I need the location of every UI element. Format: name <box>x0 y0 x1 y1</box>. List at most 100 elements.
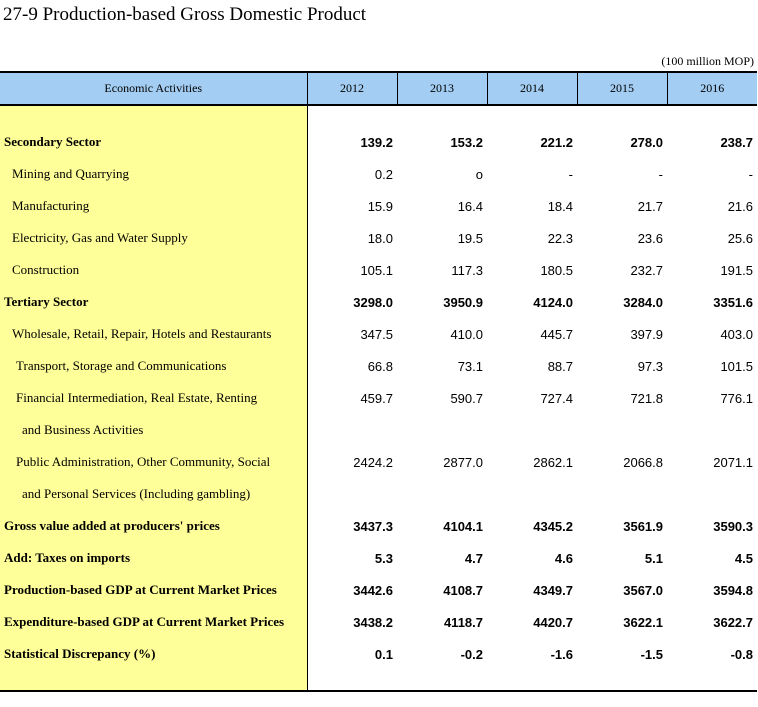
cell-2012: 18.0 <box>367 230 393 246</box>
cell-2016: - <box>748 166 753 182</box>
cell-2015: 21.7 <box>637 198 663 214</box>
cell-2016: 4.5 <box>734 550 753 566</box>
cell-2015: 23.6 <box>637 230 663 246</box>
spacer-cell <box>307 670 397 692</box>
spacer-cell <box>577 105 667 126</box>
cell-2012: 15.9 <box>367 198 393 214</box>
row-label: Electricity, Gas and Water Supply <box>0 222 308 254</box>
table-row-electricity: Electricity, Gas and Water Supply 18.0 1… <box>0 222 757 254</box>
cell-2016: 3594.8 <box>713 582 753 598</box>
cell-2015: -1.5 <box>640 646 663 662</box>
row-label: Transport, Storage and Communications <box>0 350 308 382</box>
cell-2015: - <box>658 166 663 182</box>
header-year-2016: 2016 <box>666 71 757 106</box>
spacer-cell <box>397 670 487 692</box>
cell-empty <box>307 414 397 446</box>
table-row-gross-value-added: Gross value added at producers' prices 3… <box>0 510 757 542</box>
row-label: and Personal Services (Including gamblin… <box>0 478 308 510</box>
table-row-public-admin: Public Administration, Other Community, … <box>0 446 757 478</box>
row-label: Mining and Quarrying <box>0 158 308 190</box>
cell-2014: 180.5 <box>540 262 573 278</box>
cell-empty <box>667 414 757 446</box>
gdp-table: Economic Activities 2012 2013 2014 2015 … <box>0 71 757 692</box>
spacer-cell <box>487 670 577 692</box>
row-label: Financial Intermediation, Real Estate, R… <box>0 382 308 414</box>
table-row-statistical-discrepancy: Statistical Discrepancy (%) 0.1 -0.2 -1.… <box>0 638 757 670</box>
cell-2013: 4104.1 <box>443 518 483 534</box>
cell-2014: 4349.7 <box>533 582 573 598</box>
table-row-transport: Transport, Storage and Communications 66… <box>0 350 757 382</box>
cell-2016: 238.7 <box>720 134 753 150</box>
cell-2013: 16.4 <box>457 198 483 214</box>
row-label: Secondary Sector <box>0 126 308 158</box>
table-row-secondary-sector: Secondary Sector 139.2 153.2 221.2 278.0… <box>0 126 757 158</box>
cell-empty <box>397 414 487 446</box>
cell-empty <box>667 478 757 510</box>
table-row-financial: Financial Intermediation, Real Estate, R… <box>0 382 757 414</box>
header-year-2012: 2012 <box>306 71 397 106</box>
cell-2013: 2877.0 <box>443 454 483 470</box>
spacer-cell <box>307 105 397 126</box>
row-label: Public Administration, Other Community, … <box>0 446 308 478</box>
cell-2013: o <box>475 166 483 182</box>
row-label: Production-based GDP at Current Market P… <box>0 574 308 606</box>
spacer-label-cell <box>0 105 308 126</box>
table-row-construction: Construction 105.1 117.3 180.5 232.7 191… <box>0 254 757 286</box>
row-label: Wholesale, Retail, Repair, Hotels and Re… <box>0 318 308 350</box>
table-row-financial-cont: and Business Activities <box>0 414 757 446</box>
cell-2016: 101.5 <box>720 358 753 374</box>
unit-note: (100 million MOP) <box>661 54 754 68</box>
cell-2014: 4124.0 <box>533 294 573 310</box>
cell-2016: 21.6 <box>727 198 753 214</box>
spacer-cell <box>667 105 757 126</box>
cell-2013: 153.2 <box>450 134 483 150</box>
cell-2012: 2424.2 <box>353 454 393 470</box>
spacer-label-cell <box>0 670 308 692</box>
cell-2013: 4.7 <box>464 550 483 566</box>
header-row: Economic Activities 2012 2013 2014 2015 … <box>0 71 757 106</box>
header-economic-activities: Economic Activities <box>0 71 307 106</box>
cell-2016: 3622.7 <box>713 614 753 630</box>
cell-2012: 5.3 <box>374 550 393 566</box>
cell-2015: 3284.0 <box>623 294 663 310</box>
cell-2013: 4118.7 <box>443 614 483 630</box>
cell-2013: 3950.9 <box>443 294 483 310</box>
cell-2015: 232.7 <box>630 262 663 278</box>
header-year-2013: 2013 <box>396 71 487 106</box>
page-title: 27-9 Production-based Gross Domestic Pro… <box>3 4 367 25</box>
cell-empty <box>487 414 577 446</box>
cell-2016: 403.0 <box>720 326 753 342</box>
cell-2013: 410.0 <box>450 326 483 342</box>
cell-2014: 2862.1 <box>533 454 573 470</box>
spacer-cell <box>667 670 757 692</box>
table-row-expenditure-gdp: Expenditure-based GDP at Current Market … <box>0 606 757 638</box>
row-label: Manufacturing <box>0 190 308 222</box>
cell-2012: 0.1 <box>374 646 393 662</box>
cell-2012: 347.5 <box>360 326 393 342</box>
table-row-manufacturing: Manufacturing 15.9 16.4 18.4 21.7 21.6 <box>0 190 757 222</box>
table-row-wholesale: Wholesale, Retail, Repair, Hotels and Re… <box>0 318 757 350</box>
spacer-row-bottom <box>0 670 757 692</box>
cell-2015: 3561.9 <box>623 518 663 534</box>
cell-2012: 0.2 <box>374 166 393 182</box>
cell-2012: 3437.3 <box>353 518 393 534</box>
cell-2012: 3438.2 <box>353 614 393 630</box>
table-row-taxes-on-imports: Add: Taxes on imports 5.3 4.7 4.6 5.1 4.… <box>0 542 757 574</box>
cell-2016: 776.1 <box>720 390 753 406</box>
row-label: Add: Taxes on imports <box>0 542 308 574</box>
cell-2014: 88.7 <box>547 358 573 374</box>
cell-2014: -1.6 <box>550 646 573 662</box>
cell-2014: 221.2 <box>540 134 573 150</box>
cell-2016: -0.8 <box>730 646 753 662</box>
cell-2014: 4345.2 <box>533 518 573 534</box>
cell-2015: 397.9 <box>630 326 663 342</box>
cell-2015: 3567.0 <box>623 582 663 598</box>
cell-2015: 278.0 <box>630 134 663 150</box>
spacer-cell <box>397 105 487 126</box>
cell-empty <box>577 478 667 510</box>
cell-2016: 191.5 <box>720 262 753 278</box>
cell-empty <box>397 478 487 510</box>
row-label: Expenditure-based GDP at Current Market … <box>0 606 308 638</box>
cell-2015: 721.8 <box>630 390 663 406</box>
cell-2015: 2066.8 <box>623 454 663 470</box>
